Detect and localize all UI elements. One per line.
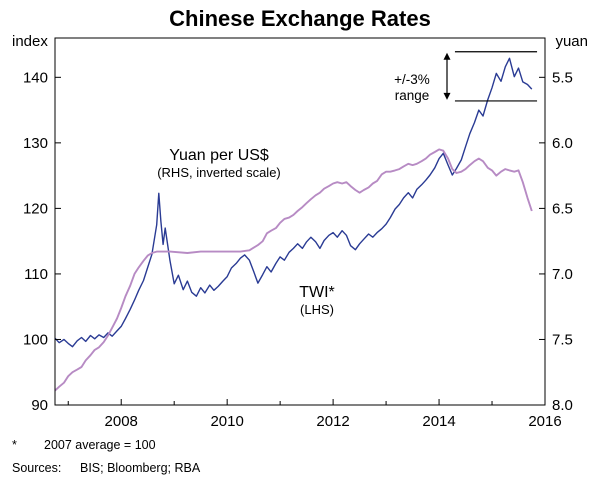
x-axis-tick-label: 2010 [210, 413, 243, 430]
yuan-per-usd-line [54, 148, 533, 392]
footnote-text: 2007 average = 100 [44, 438, 156, 452]
left-axis-unit-label: index [12, 33, 48, 50]
twi-series-label: TWI* [299, 284, 335, 301]
left-axis-tick-label: 90 [31, 397, 48, 414]
right-axis-tick-label: 7.5 [552, 331, 573, 348]
chart-render-layer: 90 100 110 120 130 140 8.0 7.5 7.0 6.5 6.0 5.5 2008 2… [23, 37, 573, 430]
band-arrowhead-up [443, 52, 451, 60]
right-axis-tick-label: 6.0 [552, 135, 573, 152]
x-axis-tick-label: 2012 [316, 413, 349, 430]
left-axis-tick-label: 110 [24, 266, 48, 283]
left-axis-tick-label: 130 [23, 135, 48, 152]
x-axis-tick-label: 2008 [105, 413, 138, 430]
twi-series-sublabel: (LHS) [300, 302, 334, 317]
left-axis-tick-label: 100 [23, 331, 48, 348]
chart-title: Chinese Exchange Rates [169, 6, 431, 31]
right-axis-tick-label: 8.0 [552, 397, 573, 414]
yuan-series-label: Yuan per US$ [169, 147, 269, 164]
right-axis-unit-label: yuan [555, 33, 588, 50]
x-axis-tick-label: 2016 [528, 413, 561, 430]
twi-line [54, 57, 533, 348]
band-annotation-label-line2: range [395, 88, 430, 103]
right-axis-tick-label: 7.0 [552, 266, 573, 283]
sources-text: BIS; Bloomberg; RBA [80, 461, 201, 475]
footnote-marker: * [12, 438, 17, 452]
x-axis-tick-label: 2014 [422, 413, 455, 430]
right-axis-tick-label: 5.5 [552, 69, 573, 86]
plot-frame [54, 37, 546, 406]
sources-label: Sources: [12, 461, 61, 475]
left-axis-tick-label: 120 [23, 200, 48, 217]
band-annotation-label-line1: +/-3% [394, 72, 430, 87]
left-axis-tick-label: 140 [23, 69, 48, 86]
band-arrowhead-down [443, 92, 451, 100]
right-axis-tick-label: 6.5 [552, 200, 573, 217]
yuan-series-sublabel: (RHS, inverted scale) [157, 165, 281, 180]
